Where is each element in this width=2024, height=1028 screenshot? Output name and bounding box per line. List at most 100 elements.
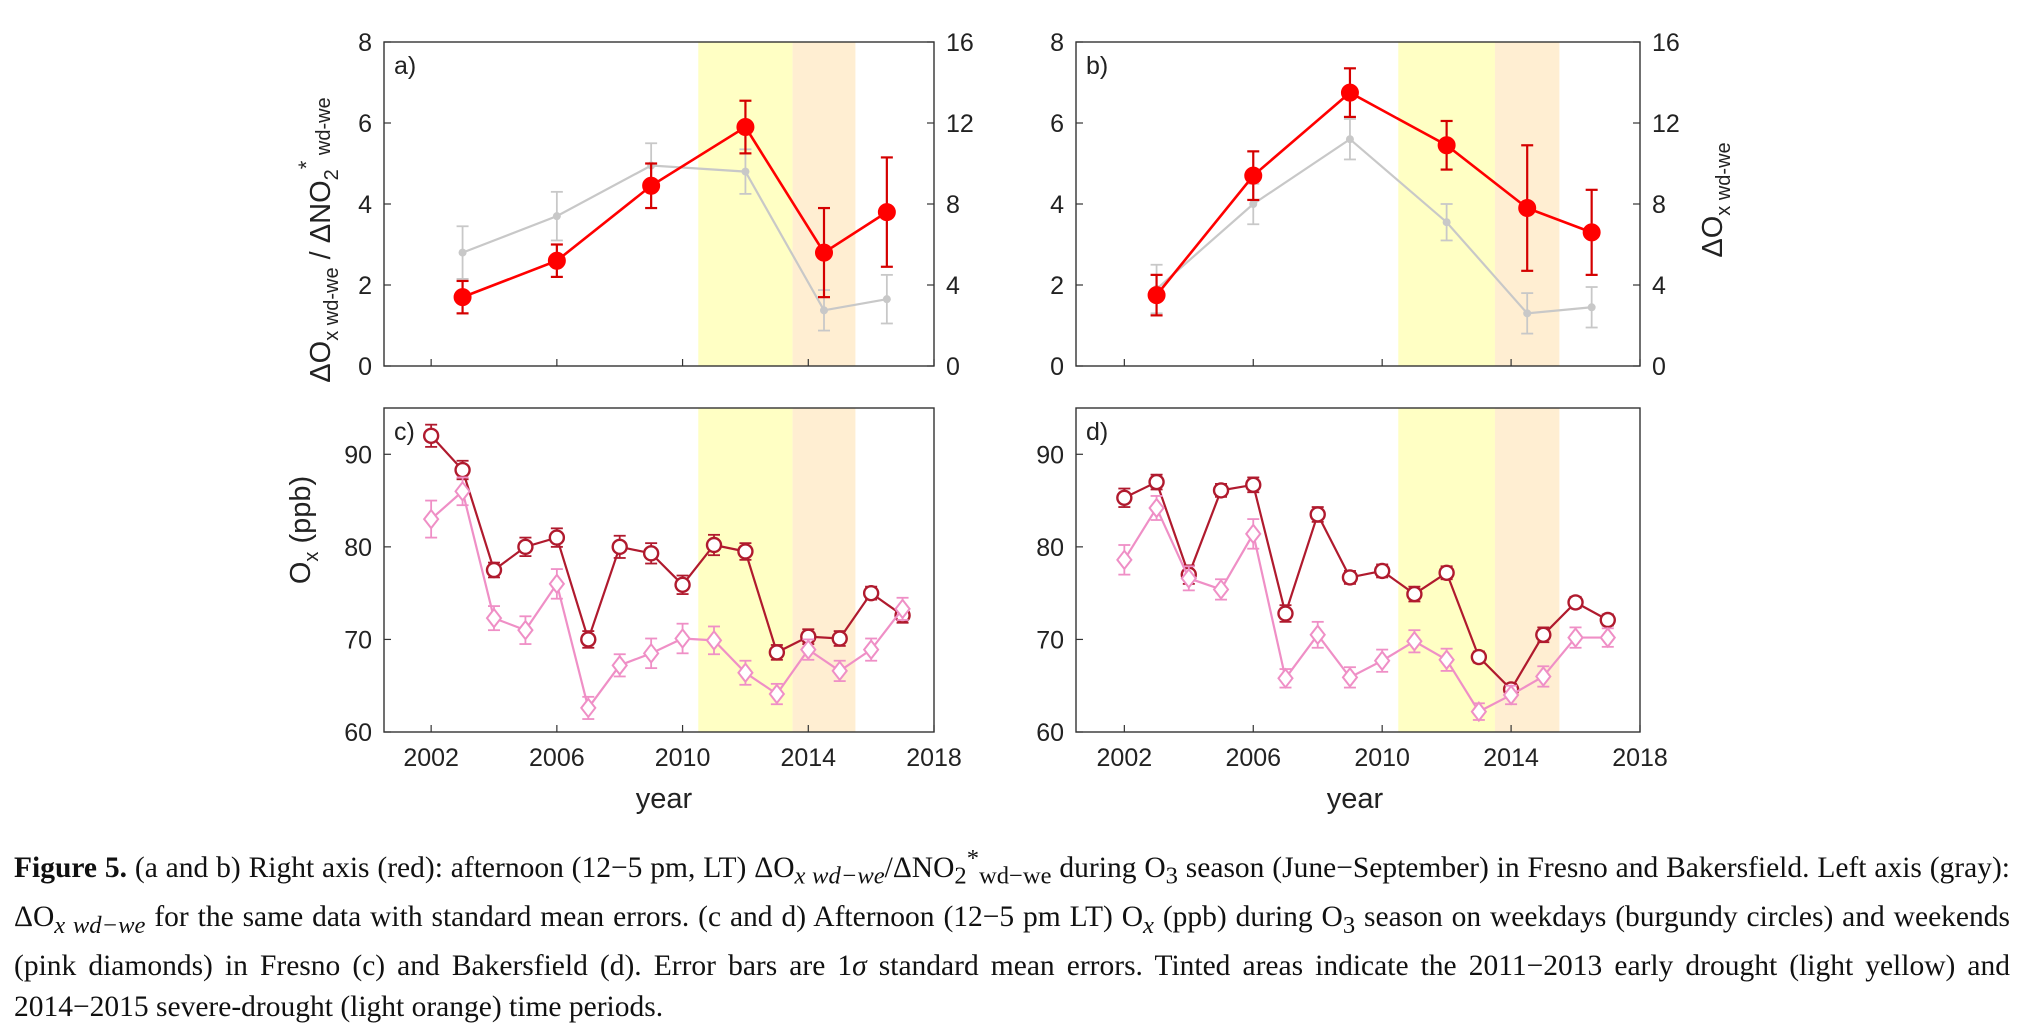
right-tick-label: 8 [1652,191,1666,219]
data-point [768,683,786,705]
data-point [453,288,472,307]
data-point [1244,523,1262,545]
x-tick-label: 2002 [403,744,459,772]
data-point [877,203,896,222]
x-tick-label: 2010 [655,744,711,772]
data-point [705,536,723,554]
data-point [736,118,755,137]
data-point [674,576,691,594]
panel-label: a) [394,52,416,80]
data-point [642,176,661,195]
data-point [1535,626,1552,643]
data-point [1599,626,1617,649]
severe-drought-band [792,408,856,732]
figure-caption: Figure 5. (a and b) Right axis (red): af… [14,845,2010,1023]
right-tick-label: 8 [946,191,960,219]
caption-figure-label: Figure 5. [14,851,128,884]
plot-frame [1075,407,1641,733]
ratio-series [1147,67,1601,317]
data-point [1212,482,1230,499]
data-point [1470,648,1488,666]
data-point [741,167,750,176]
x-tick-label: 2018 [1612,744,1668,772]
y-tick-label: 4 [1050,191,1064,219]
data-point [552,212,561,221]
weekend-series [422,476,911,720]
data-point [1470,701,1488,723]
data-point [1212,578,1230,601]
plot-frame [383,407,935,733]
data-point [642,642,660,664]
y-tick-label: 4 [358,191,372,219]
data-point [820,306,828,315]
y-tick-label: 80 [344,534,372,562]
data-point [548,573,566,595]
series-line [1123,480,1609,692]
data-point [894,598,911,620]
data-point [831,660,848,682]
weekday-series [1116,473,1616,698]
figure-panels: 024680481216a)024680481216b)607080902002… [285,29,1735,815]
data-point [1341,666,1359,689]
ratio-series [453,99,896,315]
data-point [1345,135,1354,144]
right-tick-label: 16 [1652,29,1680,57]
data-point [1599,611,1616,629]
data-point [1373,562,1391,580]
data-point [1587,303,1596,312]
data-point [1502,684,1520,706]
data-point [1277,667,1294,689]
data-point [1518,199,1537,218]
y-tick-label: 0 [358,353,372,381]
data-point [1180,567,1198,589]
y-tick-label: 0 [1050,353,1064,381]
series-line [1155,91,1593,296]
panel-a: 0 2 4 6 8 0 4 8 12 16 a) [358,29,974,381]
right-tick-label: 4 [1652,272,1666,300]
series-line [462,164,888,312]
panel-c: 60 70 80 90 2002 2006 2010 2014 2018 c) [344,407,962,772]
data-point [580,697,597,719]
data-point [1582,223,1601,242]
data-point [1438,564,1455,581]
y-tick-label: 70 [1036,626,1064,654]
data-point [485,607,503,629]
data-point [1438,649,1455,671]
data-point [862,584,880,602]
data-point [1148,497,1165,519]
data-point [1406,630,1423,652]
data-point [454,480,471,502]
data-point [454,461,471,479]
gray-series [456,142,893,332]
data-point [1277,605,1294,622]
y-tick-label: 2 [358,272,372,300]
data-point [611,538,628,556]
series-line [430,435,904,654]
data-point [1567,626,1584,649]
y-tick-label: 6 [1050,110,1064,138]
x-tick-label: 2010 [1354,744,1410,772]
data-point [1340,83,1359,102]
x-tick-label: 2014 [780,744,836,772]
y-tick-label: 90 [344,441,372,469]
y-tick-label: 60 [1036,719,1064,747]
data-point [1437,136,1456,155]
early-drought-band [698,42,793,366]
right-tick-label: 4 [946,272,960,300]
data-point [831,630,848,647]
data-point [674,627,691,650]
data-point [1148,473,1165,491]
data-point [611,654,628,676]
data-point [1567,594,1584,611]
data-point [737,543,754,560]
right-axis-title-delta-ox: ΔOx wd-we [1697,142,1735,257]
series-line [1123,505,1608,714]
right-tick-label: 0 [1652,353,1666,381]
data-point [862,638,880,661]
data-point [1116,549,1133,571]
left-axis-title-ratio: ΔOx wd-we / ΔNO2* wd-we [294,97,343,382]
series-line [430,489,904,711]
data-point [737,662,754,684]
y-tick-label: 70 [344,626,372,654]
right-tick-label: 12 [946,110,974,138]
